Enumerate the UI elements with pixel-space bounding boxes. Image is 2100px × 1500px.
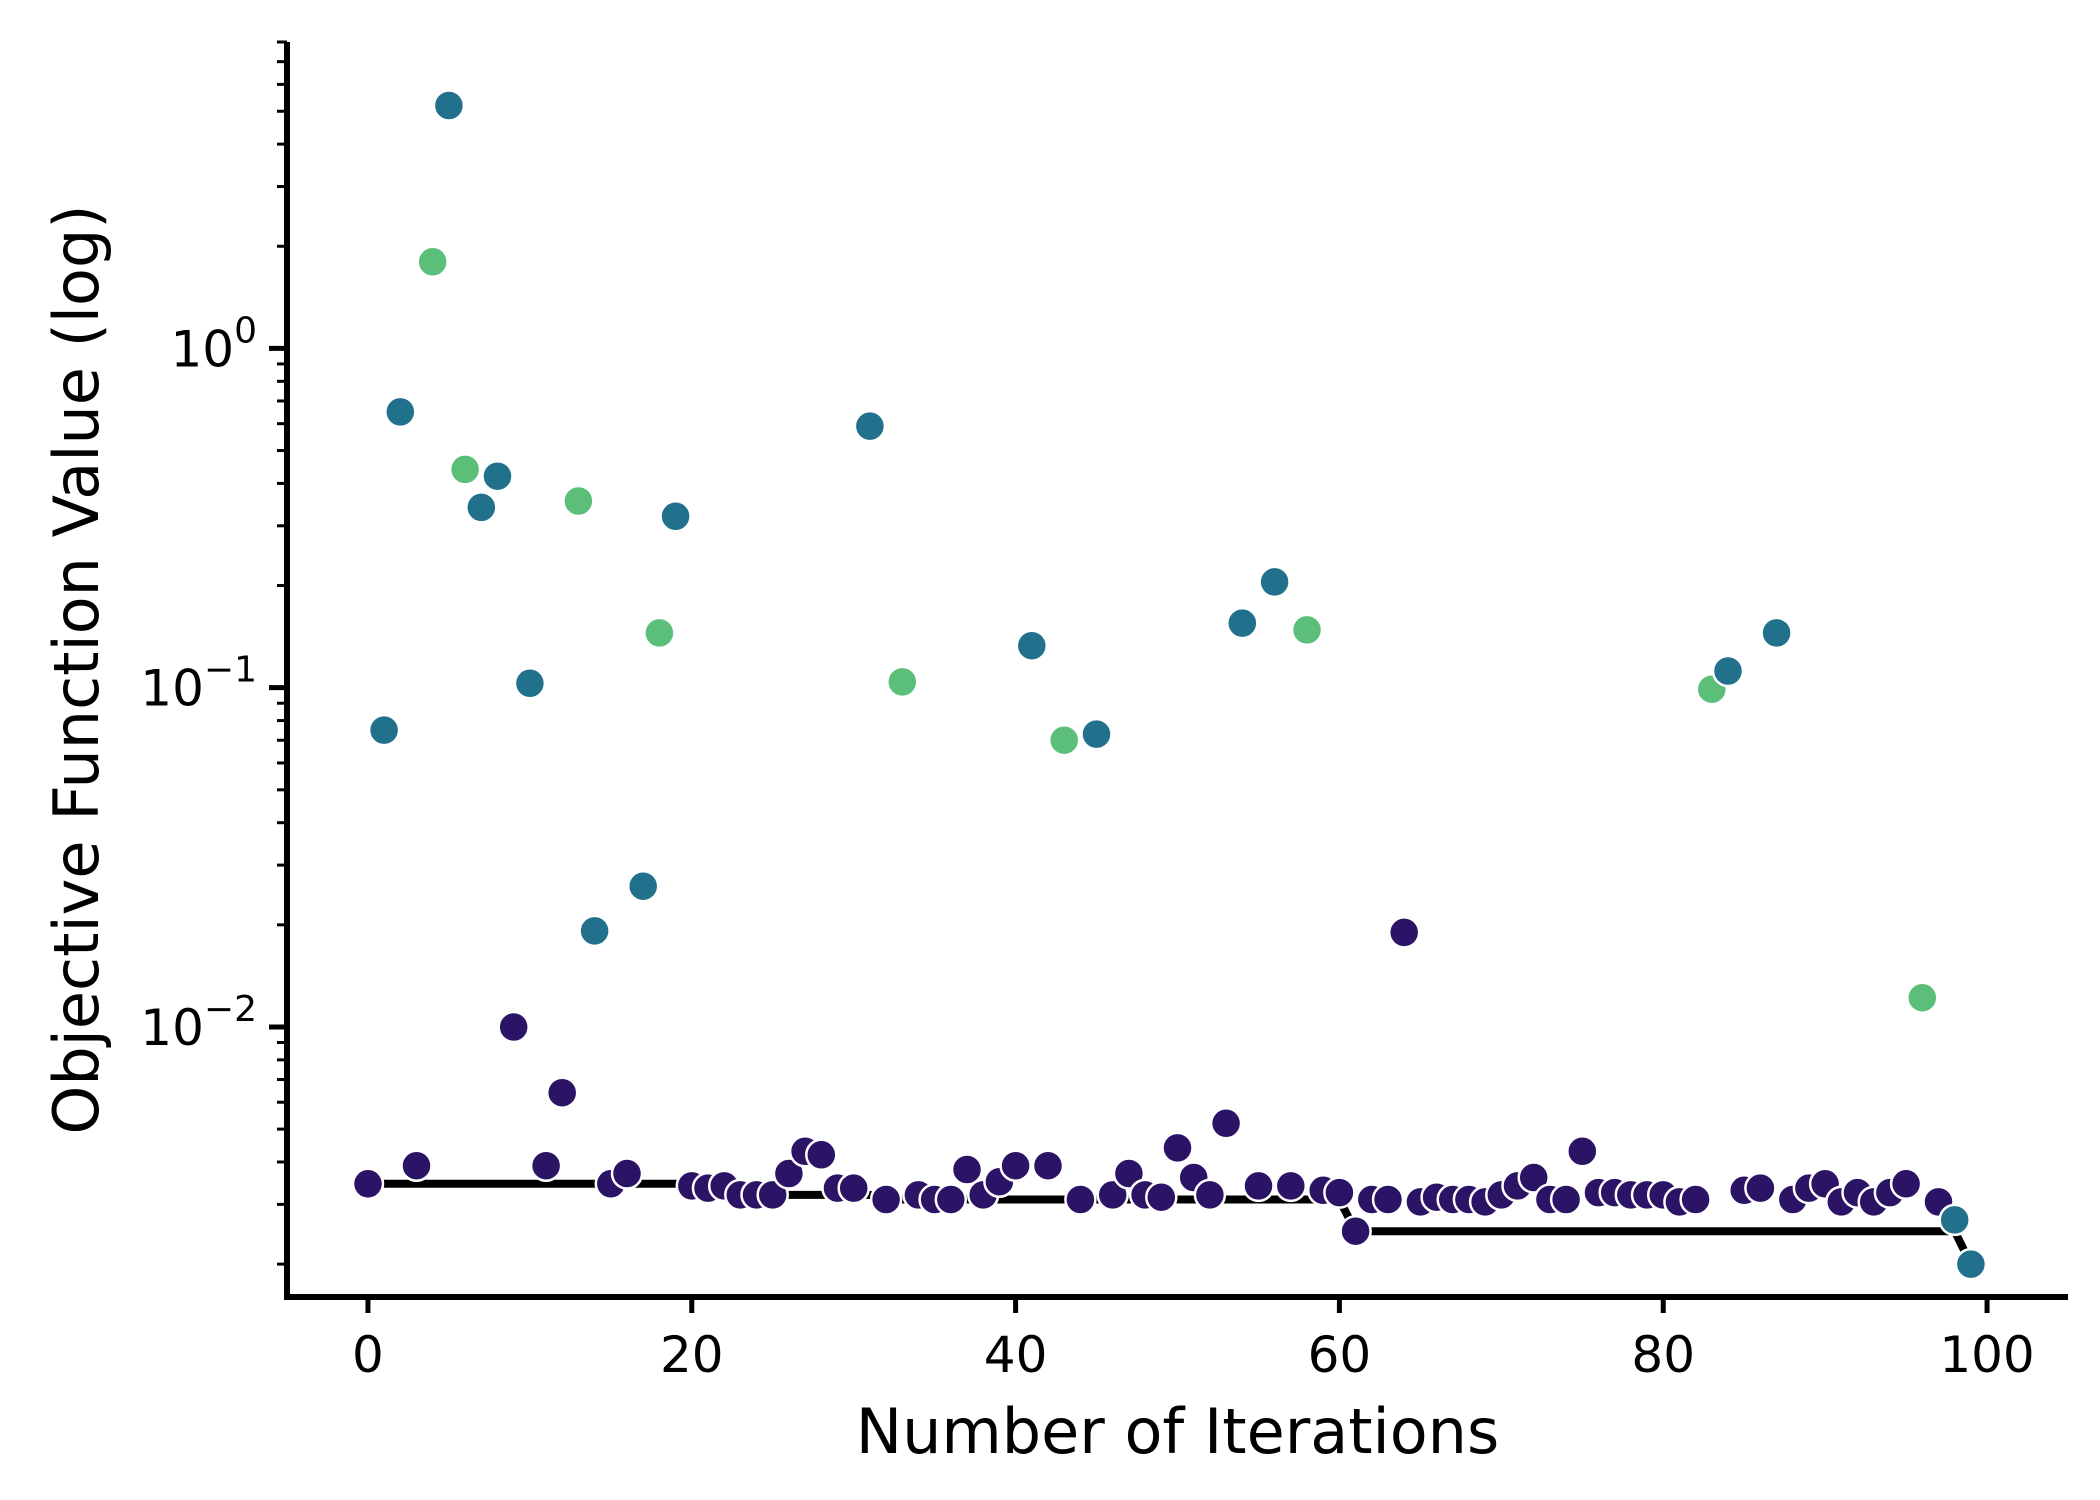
y-tick-label: 10−1	[140, 650, 257, 718]
data-point	[610, 1157, 644, 1190]
data-point	[1015, 629, 1049, 662]
y-axis-title: Objective Function Value (log)	[40, 205, 113, 1135]
y-tick-label-exponent: −1	[204, 650, 257, 691]
y-tick-label-exponent: −2	[204, 989, 257, 1030]
data-point	[869, 1183, 903, 1216]
data-point	[805, 1138, 838, 1172]
data-point	[1371, 1183, 1405, 1216]
data-point	[1760, 616, 1793, 650]
x-axis-title: Number of Iterations	[856, 1395, 1500, 1468]
data-point	[1064, 1183, 1097, 1216]
data-point	[416, 245, 449, 279]
data-point	[1226, 606, 1259, 640]
data-point	[562, 484, 595, 518]
data-point	[999, 1149, 1032, 1182]
data-point	[465, 491, 498, 524]
data-point	[1047, 723, 1081, 757]
data-point	[481, 459, 514, 493]
data-point	[1549, 1183, 1583, 1216]
data-point	[1387, 916, 1421, 949]
data-point	[1906, 981, 1939, 1014]
x-tick-label: 0	[352, 1326, 384, 1384]
data-point	[1080, 717, 1113, 751]
data-points	[351, 89, 1988, 1281]
data-point	[400, 1149, 433, 1182]
data-point	[1744, 1171, 1777, 1205]
data-point	[886, 665, 919, 699]
data-point	[1209, 1107, 1243, 1140]
data-point	[513, 667, 547, 700]
axes	[284, 42, 2068, 1300]
y-tick-label-base: 10	[140, 999, 204, 1057]
data-point	[367, 713, 401, 747]
data-point	[626, 869, 660, 903]
data-point	[1517, 1161, 1550, 1194]
data-point	[643, 616, 676, 650]
x-ticks: 0 20 40 60 80 100	[352, 1297, 2035, 1384]
data-point	[448, 453, 482, 486]
data-point	[1242, 1169, 1275, 1203]
data-point	[1954, 1247, 1988, 1281]
y-tick-label: 100	[170, 310, 257, 378]
data-point	[772, 1157, 806, 1190]
data-point	[1096, 1178, 1129, 1212]
y-tick-label-base: 10	[170, 320, 234, 378]
data-point	[1938, 1203, 1971, 1237]
y-tick-label: 10−2	[140, 989, 257, 1057]
data-point	[578, 914, 611, 948]
data-point	[1290, 613, 1324, 647]
data-point	[1323, 1176, 1356, 1209]
data-point	[384, 395, 417, 429]
data-point	[1031, 1149, 1065, 1182]
data-point	[1161, 1131, 1194, 1165]
data-point	[1112, 1157, 1146, 1190]
x-tick-label: 20	[660, 1326, 724, 1384]
data-point	[529, 1149, 563, 1182]
x-tick-label: 100	[1939, 1326, 2034, 1384]
data-point	[659, 500, 692, 533]
data-point	[1258, 565, 1291, 599]
data-point	[1339, 1214, 1372, 1248]
y-tick-label-base: 10	[140, 660, 204, 718]
data-point	[1889, 1167, 1923, 1201]
data-point	[1193, 1178, 1227, 1212]
data-point	[351, 1167, 385, 1201]
data-point	[1274, 1169, 1308, 1203]
data-point	[837, 1171, 870, 1205]
x-tick-label: 80	[1631, 1326, 1695, 1384]
data-point	[853, 409, 887, 443]
x-tick-label: 40	[984, 1326, 1048, 1384]
data-point	[1679, 1183, 1712, 1216]
x-tick-label: 60	[1308, 1326, 1372, 1384]
data-point	[1711, 654, 1745, 688]
data-point	[1566, 1135, 1599, 1168]
data-point	[934, 1183, 968, 1216]
data-point	[545, 1076, 579, 1109]
data-point	[1145, 1180, 1178, 1214]
data-point	[756, 1178, 789, 1212]
data-point	[950, 1153, 984, 1186]
data-point	[497, 1010, 530, 1044]
data-point	[432, 89, 466, 122]
y-tick-label-exponent: 0	[234, 310, 257, 351]
